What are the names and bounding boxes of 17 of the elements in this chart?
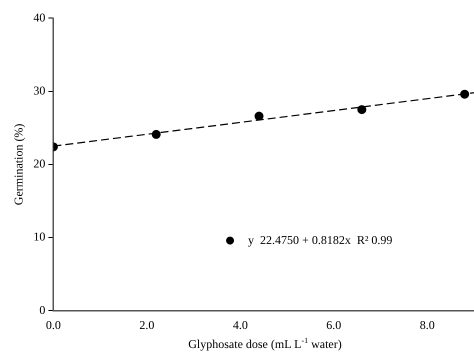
legend-label: y 22.4750 + 0.8182x R² 0.99 — [248, 232, 392, 247]
x-tick-label: 8.0 — [420, 318, 435, 332]
x-axis-title: Glyphosate dose (mL L$^{-1}$ water) — [188, 336, 342, 351]
y-tick-label: 20 — [33, 156, 46, 171]
y-tick-label: 40 — [33, 10, 46, 24]
y-tick-label: 0 — [39, 302, 46, 317]
x-tick-label: 6.0 — [326, 318, 342, 332]
point — [254, 112, 264, 121]
y-tick-label: 10 — [33, 230, 46, 244]
x-tick-label: 0.0 — [46, 318, 61, 332]
x-tick-label: 2.0 — [139, 318, 154, 332]
point — [152, 130, 161, 139]
y-tick-label: 30 — [33, 83, 46, 98]
x-tick-label: 4.0 — [232, 318, 248, 332]
point — [357, 105, 366, 114]
point — [460, 90, 470, 99]
y-axis-title: Germination (%) — [11, 124, 26, 206]
